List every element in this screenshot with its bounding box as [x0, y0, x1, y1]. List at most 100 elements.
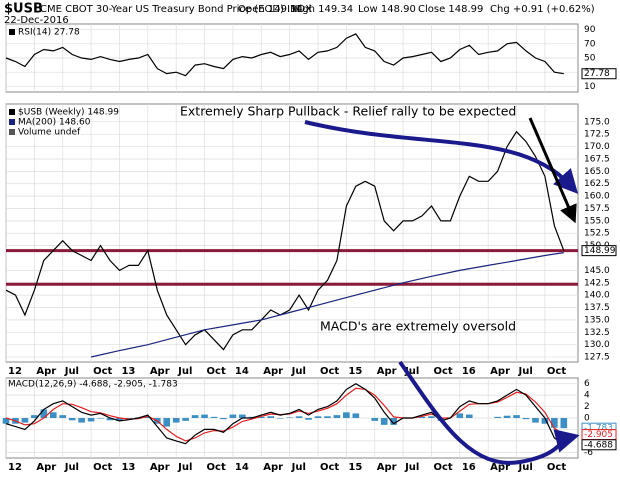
legend-label: MA(200) 148.60 [18, 118, 91, 128]
x-tick-label: 14 [235, 366, 249, 377]
x-tick-label: Apr [150, 462, 170, 473]
x-tick-label: Jul [64, 366, 79, 377]
y-tick-label: 50 [584, 54, 596, 64]
x-tick-label: Oct [547, 366, 566, 377]
x-tick-label: 13 [121, 462, 135, 473]
x-tick-label: Apr [377, 462, 397, 473]
histogram-bar [106, 418, 114, 421]
histogram-bar [390, 418, 397, 425]
histogram-bar [87, 418, 95, 422]
histogram-bar [257, 416, 265, 418]
y-tick-label: 0 [584, 414, 590, 424]
legend-swatch [9, 29, 15, 35]
histogram-bar [2, 418, 10, 424]
y-tick-label: 145.0 [584, 266, 610, 276]
quote-item: High 149.34 [292, 4, 353, 15]
histogram-bar [191, 415, 199, 418]
histogram-bar [125, 418, 133, 419]
panel-title: MACD(12,26,9) -4.688, -2.905, -1.783 [8, 380, 178, 390]
histogram-bar [163, 418, 171, 427]
x-tick-label: Jul [291, 366, 306, 377]
x-tick-label: 15 [348, 462, 362, 473]
y-tick-label: 132.5 [584, 328, 610, 338]
x-tick-label: Jul [64, 462, 79, 473]
histogram-bar [371, 418, 379, 421]
y-tick-label: 70 [584, 39, 596, 49]
histogram-bar [116, 418, 123, 421]
y-tick-label: 4 [584, 391, 590, 401]
legend-swatch [9, 109, 15, 115]
histogram-bar [172, 418, 180, 423]
y-tick-label: 142.5 [584, 278, 610, 288]
histogram-bar [229, 414, 237, 418]
last-value-label: -4.688 [584, 440, 613, 450]
annotation: MACD's are extremely oversold [320, 319, 516, 334]
x-tick-label: Jul [404, 462, 419, 473]
x-tick-label: Jul [177, 462, 192, 473]
histogram-bar [31, 415, 38, 418]
quote-item: Open 149.34 [238, 4, 303, 15]
histogram-bar [276, 418, 284, 419]
x-tick-label: Oct [433, 462, 452, 473]
x-tick-label: Apr [263, 462, 283, 473]
legend-label: Volume undef [18, 128, 81, 138]
y-tick-label: 172.5 [584, 130, 610, 140]
legend-label: $USB (Weekly) 148.99 [18, 108, 119, 118]
x-tick-label: Apr [377, 366, 397, 377]
histogram-bar [503, 415, 511, 418]
histogram-bar [352, 413, 360, 418]
quote-item: Chg +0.91 (+0.62%) [490, 4, 595, 15]
quote-item: Low 148.90 [358, 4, 416, 15]
last-value-box [581, 68, 617, 80]
histogram-bar [494, 416, 501, 418]
histogram-bar [465, 414, 473, 418]
histogram-bar [40, 409, 48, 418]
x-tick-label: Apr [150, 366, 170, 377]
histogram-bar [324, 416, 331, 418]
date: 22-Dec-2016 [4, 15, 69, 26]
y-tick-label: 155.0 [584, 216, 610, 226]
last-value-label: -1.783 [584, 424, 613, 434]
y-tick-label: 135.0 [584, 315, 610, 325]
y-tick-label: 90 [584, 25, 596, 35]
x-tick-label: Apr [490, 462, 510, 473]
histogram-bar [305, 418, 312, 420]
y-tick-label: 6 [584, 379, 590, 389]
legend-swatch [9, 119, 15, 125]
y-tick-label: 10 [584, 82, 596, 92]
histogram-bar [201, 414, 208, 418]
x-tick-label: Apr [36, 366, 56, 377]
histogram-bar [68, 418, 76, 421]
histogram-bar [380, 418, 388, 425]
histogram-bar [551, 418, 558, 428]
histogram-bar [560, 418, 568, 429]
x-tick-label: 13 [121, 366, 135, 377]
x-tick-label: Oct [93, 462, 112, 473]
last-value-label: -2.905 [584, 430, 613, 440]
x-tick-label: Apr [36, 462, 56, 473]
y-tick-label: 157.5 [584, 204, 610, 214]
histogram-bar [418, 416, 426, 418]
y-tick-label: 140.0 [584, 291, 610, 301]
x-tick-label: Jul [404, 366, 419, 377]
series-line [90, 252, 564, 358]
y-tick-label: 137.5 [584, 303, 610, 313]
last-value-label: 27.78 [584, 69, 610, 79]
histogram-bar [239, 414, 246, 418]
histogram-bar [428, 416, 435, 418]
histogram-bar [522, 418, 530, 420]
histogram-bar [210, 416, 218, 418]
histogram-bar [59, 415, 67, 418]
x-tick-label: Oct [547, 462, 566, 473]
x-tick-label: Jul [518, 366, 533, 377]
x-tick-label: 15 [348, 366, 362, 377]
histogram-bar [343, 412, 350, 418]
x-tick-label: Apr [263, 366, 283, 377]
symbol: $USB [4, 2, 43, 17]
series-line [5, 130, 565, 351]
histogram-bar [144, 416, 152, 418]
y-tick-label: 167.5 [584, 154, 610, 164]
last-value-box [581, 245, 617, 257]
instrument-name: CME CBOT 30-Year US Treasury Bond Price … [40, 4, 312, 15]
x-tick-label: 12 [8, 462, 22, 473]
